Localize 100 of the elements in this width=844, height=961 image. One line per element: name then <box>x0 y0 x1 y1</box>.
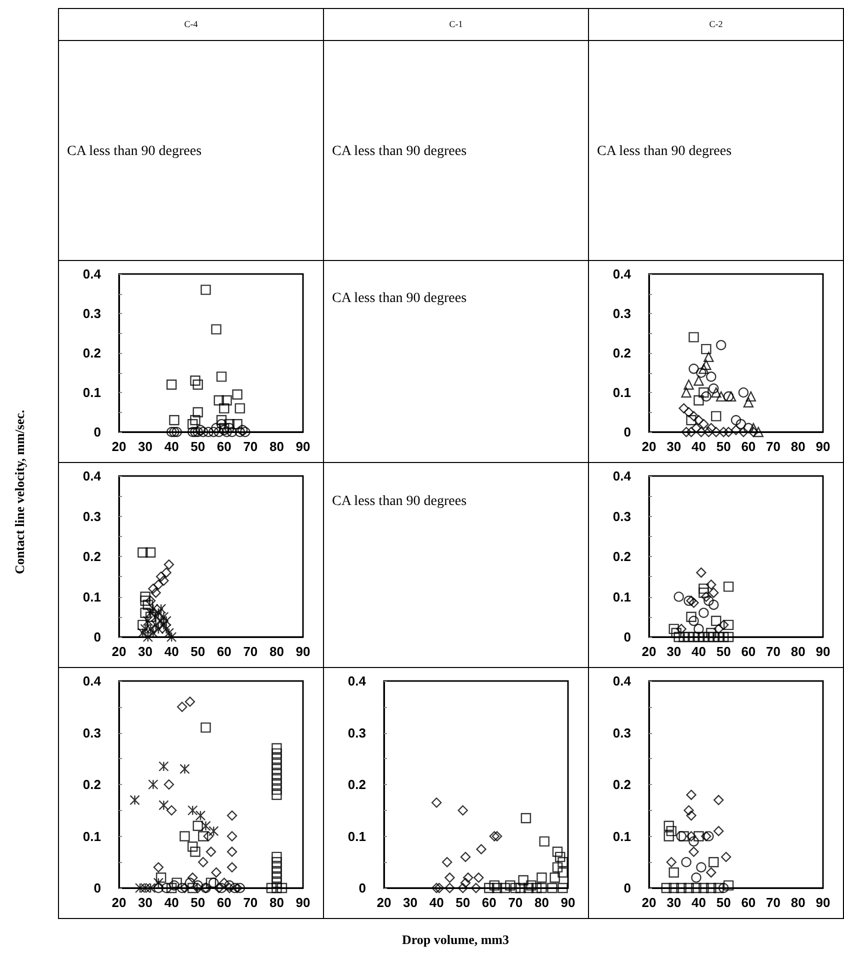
x-tick-label: 90 <box>296 439 310 454</box>
x-tick-label: 40 <box>164 895 179 910</box>
x-tick-label: 40 <box>691 439 706 454</box>
point <box>232 419 242 430</box>
text: C-4 <box>58 8 324 41</box>
point <box>208 426 219 438</box>
point <box>723 620 734 630</box>
point <box>134 882 146 894</box>
point <box>558 857 568 868</box>
point <box>150 588 161 598</box>
point <box>172 878 182 888</box>
x-tick-label: 70 <box>243 439 258 454</box>
point <box>704 596 714 606</box>
point <box>736 419 746 430</box>
point <box>666 857 676 868</box>
point <box>518 875 528 886</box>
point <box>164 559 174 570</box>
point <box>711 387 722 398</box>
point <box>190 376 200 386</box>
point <box>272 878 282 888</box>
point <box>234 403 246 414</box>
point <box>505 880 516 891</box>
point <box>156 572 166 582</box>
point <box>158 576 169 586</box>
point <box>688 846 699 857</box>
point <box>714 826 724 836</box>
y-tick-label: 0.3 <box>348 725 366 740</box>
point <box>698 882 709 894</box>
point <box>698 608 709 618</box>
point <box>272 764 282 774</box>
point <box>526 880 536 891</box>
point <box>674 632 684 642</box>
x-tick-label: 40 <box>691 895 706 910</box>
point <box>214 395 224 406</box>
point <box>696 368 706 378</box>
point <box>166 882 177 894</box>
point <box>272 754 282 764</box>
text: CA less than 90 degrees <box>332 144 467 160</box>
y-tick-label: 0.1 <box>82 385 101 400</box>
point <box>188 872 198 883</box>
point <box>688 616 699 626</box>
point <box>198 831 208 842</box>
x-tick-label: 80 <box>534 895 549 910</box>
point <box>706 628 716 638</box>
point <box>688 332 699 342</box>
point <box>476 844 486 854</box>
y-tick-label: 0 <box>358 880 366 896</box>
point <box>539 836 550 847</box>
y-tick-label: 0.1 <box>612 828 631 844</box>
text: CA less than 90 degrees <box>332 494 467 510</box>
point <box>214 426 224 438</box>
point <box>726 391 736 402</box>
y-tick-label: 0 <box>624 424 631 440</box>
point <box>694 395 704 406</box>
y-tick-label: 0.4 <box>348 674 367 688</box>
point <box>166 805 177 816</box>
y-tick-label: 0.4 <box>612 674 632 688</box>
point <box>681 857 692 868</box>
x-tick-label: 40 <box>164 439 179 454</box>
point <box>272 748 282 759</box>
point <box>738 387 749 398</box>
x-tick-label: 60 <box>741 895 756 910</box>
point <box>688 364 699 374</box>
point <box>743 397 754 408</box>
point <box>694 831 704 842</box>
point <box>272 784 282 795</box>
point <box>723 582 734 592</box>
point <box>696 862 706 872</box>
point <box>138 620 148 630</box>
point <box>145 547 156 558</box>
y-tick-label: 0.4 <box>82 468 102 484</box>
point <box>698 632 709 642</box>
x-tick-label: 20 <box>642 439 656 454</box>
point <box>226 862 238 872</box>
point <box>701 831 712 842</box>
point <box>510 882 521 894</box>
point <box>153 882 164 894</box>
point <box>158 761 169 772</box>
y-tick-label: 0.2 <box>348 777 366 792</box>
point <box>696 568 706 578</box>
point <box>704 831 714 842</box>
point <box>701 592 712 602</box>
x-tick-label: 90 <box>560 895 576 910</box>
point <box>188 805 198 816</box>
point <box>216 419 227 430</box>
point <box>266 882 277 894</box>
point <box>661 882 672 894</box>
y-tick-label: 0 <box>94 880 101 896</box>
point <box>520 813 532 824</box>
point <box>698 419 709 430</box>
point <box>145 612 156 622</box>
point <box>714 882 724 894</box>
point <box>701 360 712 370</box>
x-tick-label: 60 <box>216 895 232 910</box>
point <box>708 588 719 598</box>
x-tick-label: 80 <box>269 439 284 454</box>
point <box>180 831 190 842</box>
x-tick-label: 90 <box>816 439 830 454</box>
point <box>674 592 684 602</box>
point <box>161 882 172 894</box>
